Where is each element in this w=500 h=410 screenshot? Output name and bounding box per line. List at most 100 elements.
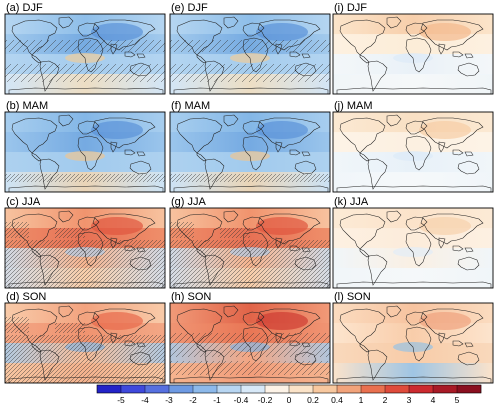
colorbar-tick-label: -1 — [213, 395, 221, 405]
significance-hatching — [170, 333, 330, 357]
map-frame — [169, 302, 331, 384]
map-frame — [4, 207, 166, 289]
panel-label-i: (i) DJF — [334, 2, 367, 14]
map-panel-c: (c) JJA — [4, 196, 166, 289]
field-accent-eurasia — [256, 312, 308, 330]
colorbar-segment — [217, 385, 242, 393]
map-panel-j: (j) MAM — [332, 100, 494, 193]
significance-hatching — [170, 174, 330, 182]
significance-hatching — [5, 174, 165, 182]
field-zone — [333, 152, 493, 173]
field-zone — [333, 343, 493, 364]
colorbar-tick-label: -5 — [117, 395, 125, 405]
map-g — [169, 207, 331, 289]
significance-hatching — [220, 228, 250, 238]
field-accent-eurasia — [419, 121, 471, 139]
significance-hatching — [55, 323, 85, 333]
map-b — [4, 111, 166, 193]
significance-hatching — [170, 222, 194, 238]
map-frame — [169, 207, 331, 289]
map-i — [332, 13, 494, 95]
field-zone — [333, 74, 493, 94]
map-panel-l: (l) SON — [332, 291, 494, 384]
colorbar-segment — [409, 385, 434, 393]
colorbar-tick-label: 0 — [287, 395, 292, 405]
colorbar-tick-label: -0.4 — [234, 395, 249, 405]
map-k — [332, 207, 494, 289]
field-accent-eurasia — [419, 217, 471, 235]
panel-label-l: (l) SON — [334, 291, 371, 303]
significance-hatching — [170, 240, 330, 288]
field-accent-eurasia — [91, 23, 143, 41]
map-frame — [4, 302, 166, 384]
colorbar-tick-label: -4 — [141, 395, 149, 405]
map-l — [332, 302, 494, 384]
colorbar-segment — [193, 385, 218, 393]
map-a — [4, 13, 166, 95]
map-h — [169, 302, 331, 384]
map-panel-b: (b) MAM — [4, 100, 166, 193]
significance-hatching — [5, 240, 165, 288]
significance-hatching — [5, 64, 165, 82]
map-panel-f: (f) MAM — [169, 100, 331, 193]
significance-hatching — [5, 40, 165, 52]
field-accent-eurasia — [419, 312, 471, 330]
panel-label-j: (j) MAM — [334, 100, 373, 112]
significance-hatching — [170, 40, 330, 52]
panel-label-c: (c) JJA — [6, 196, 41, 208]
colorbar-segment — [289, 385, 314, 393]
colorbar-segment — [241, 385, 266, 393]
map-frame — [169, 111, 331, 193]
colorbar-segment — [121, 385, 146, 393]
map-panel-d: (d) SON — [4, 291, 166, 384]
map-panel-i: (i) DJF — [332, 2, 494, 95]
field-zone — [333, 268, 493, 288]
colorbar-segment — [313, 385, 338, 393]
significance-hatching — [170, 64, 330, 82]
significance-hatching — [5, 335, 165, 383]
field-zone — [333, 363, 493, 383]
panel-label-k: (k) JJA — [334, 196, 369, 208]
colorbar-tick-label: 1 — [359, 395, 364, 405]
panel-label-h: (h) SON — [171, 291, 211, 303]
field-accent-eurasia — [419, 23, 471, 41]
map-j — [332, 111, 494, 193]
colorbar-segment — [361, 385, 386, 393]
significance-hatching — [170, 361, 330, 375]
panel-label-e: (e) DJF — [171, 2, 208, 14]
panel-grid: (a) DJF (e) DJF (i) DJF (b) MAM (f) MAM (j) M… — [4, 2, 494, 384]
colorbar-tick-label: -3 — [165, 395, 173, 405]
colorbar-tick-label: 0.4 — [331, 395, 343, 405]
map-f — [169, 111, 331, 193]
panel-label-g: (g) JJA — [171, 196, 207, 208]
colorbar-segment — [337, 385, 362, 393]
colorbar-segment — [385, 385, 410, 393]
field-zone — [5, 152, 165, 173]
map-frame — [332, 302, 494, 384]
colorbar-segment — [433, 385, 458, 393]
map-frame — [169, 13, 331, 95]
significance-hatching — [5, 222, 29, 238]
significance-hatching — [5, 317, 29, 333]
map-panel-h: (h) SON — [169, 291, 331, 384]
significance-hatching — [55, 228, 85, 238]
field-zone — [170, 152, 330, 173]
map-frame — [332, 207, 494, 289]
colorbar-segment — [457, 385, 482, 393]
map-panel-k: (k) JJA — [332, 196, 494, 289]
map-e — [169, 13, 331, 95]
panel-label-a: (a) DJF — [6, 2, 43, 14]
panel-label-f: (f) MAM — [171, 100, 210, 112]
colorbar-segment — [169, 385, 194, 393]
map-panel-g: (g) JJA — [169, 196, 331, 289]
map-c — [4, 207, 166, 289]
panel-label-d: (d) SON — [6, 291, 46, 303]
map-frame — [4, 111, 166, 193]
field-zone — [333, 248, 493, 269]
map-frame — [4, 13, 166, 95]
panel-label-b: (b) MAM — [6, 100, 48, 112]
map-panel-e: (e) DJF — [169, 2, 331, 95]
field-accent-eurasia — [91, 121, 143, 139]
colorbar-tick-label: -2 — [189, 395, 197, 405]
